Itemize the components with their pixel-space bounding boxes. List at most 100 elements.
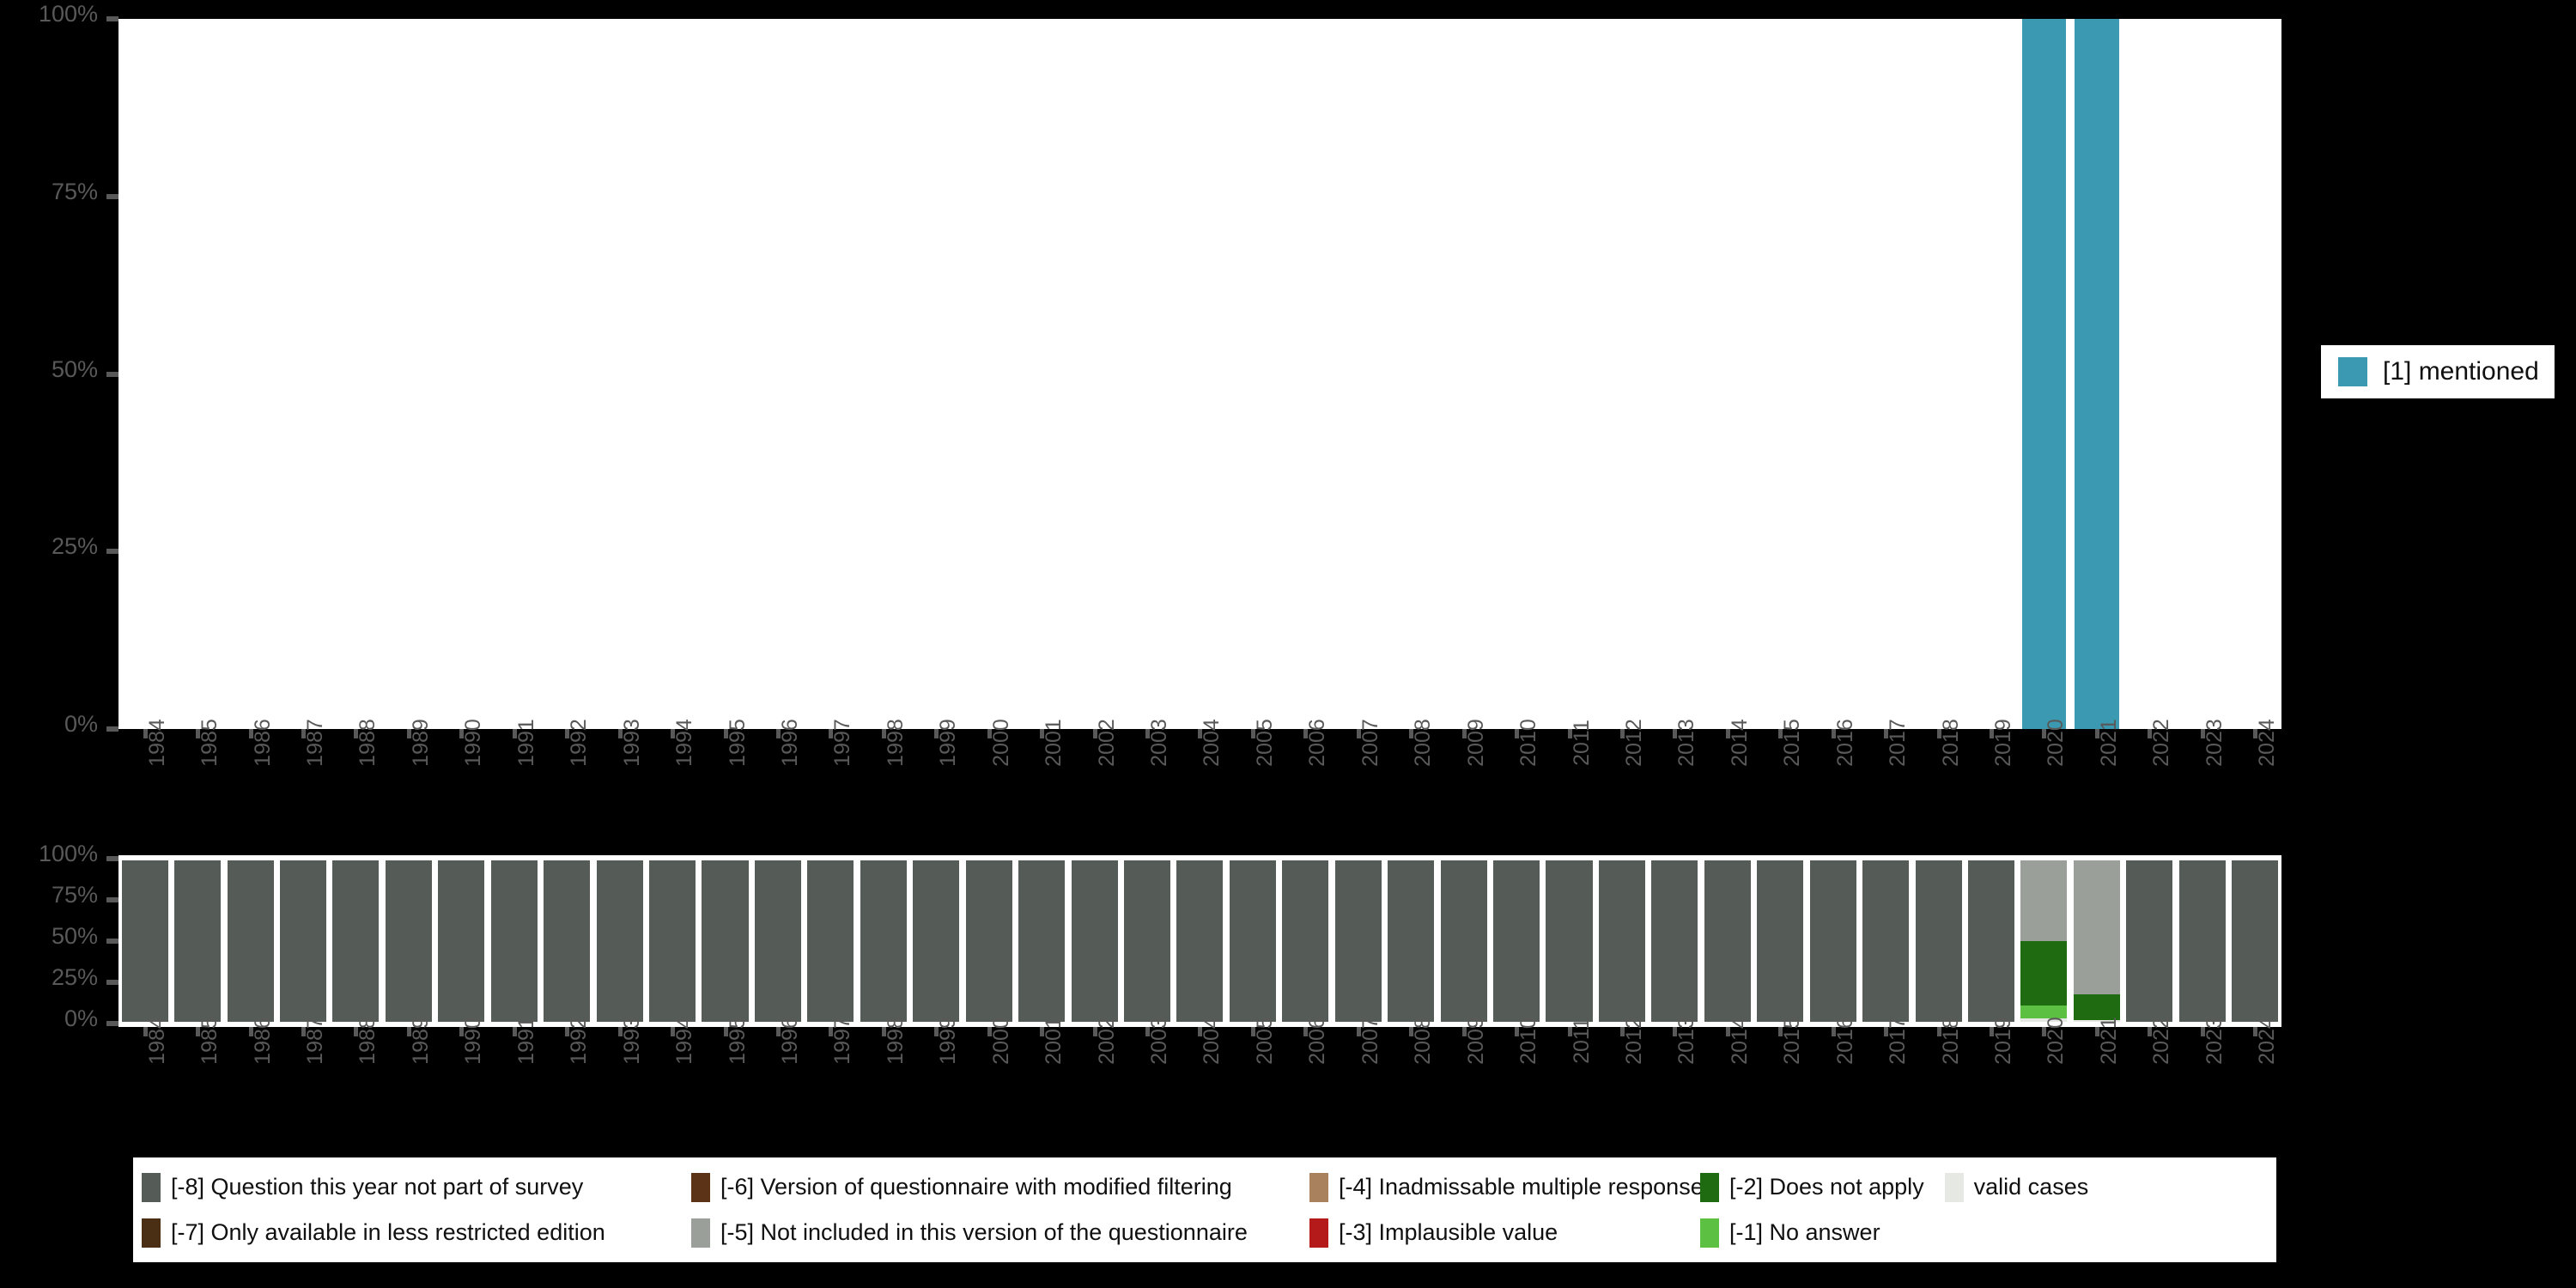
quality-x-tick-label: 1987 <box>303 1017 328 1065</box>
quality-bar-slot <box>1701 860 1753 1022</box>
main-x-tick-label: 2012 <box>1621 719 1646 767</box>
quality-y-tick-mark <box>106 1021 118 1026</box>
quality-bar-slot <box>646 860 698 1022</box>
quality-bar-stack <box>754 860 801 1022</box>
quality-x-slot: 2013 <box>1649 1017 1701 1156</box>
legend-cell: [-6] Version of questionnaire with modif… <box>691 1172 1309 1202</box>
main-x-tick-mark <box>1198 729 1203 738</box>
main-bar-slot <box>805 19 857 729</box>
main-x-tick-label: 1985 <box>197 719 222 767</box>
legend-label: [-3] Implausible value <box>1339 1219 1558 1245</box>
main-bar-slot <box>593 19 646 729</box>
main-x-tick-label: 1984 <box>144 719 169 767</box>
quality-x-tick-mark <box>248 1027 253 1036</box>
main-x-slot: 2024 <box>2229 719 2281 849</box>
main-chart-legend: [1] mentioned <box>2321 345 2555 398</box>
legend-item: [-2] Does not apply <box>1700 1172 1924 1202</box>
main-x-tick-label: 2013 <box>1674 719 1699 767</box>
quality-x-slot: 2024 <box>2229 1017 2281 1156</box>
main-bar-slot <box>382 19 434 729</box>
quality-x-tick-mark <box>1145 1027 1151 1036</box>
quality-bar-stack <box>1598 860 1645 1022</box>
main-x-slot: 2013 <box>1649 719 1701 849</box>
main-x-tick-mark <box>829 729 834 738</box>
quality-x-tick-label: 2021 <box>2096 1017 2121 1065</box>
quality-bar-slot <box>1543 860 1595 1022</box>
quality-x-slot: 2005 <box>1226 1017 1279 1156</box>
quality-bar-stack <box>1018 860 1066 1022</box>
main-y-tick-label: 100% <box>38 1 98 27</box>
main-x-tick-mark <box>248 729 253 738</box>
quality-x-slot: 1984 <box>118 1017 171 1156</box>
quality-bar-stack <box>1176 860 1224 1022</box>
main-x-tick-label: 2011 <box>1569 720 1594 766</box>
quality-bar-stack <box>279 860 327 1022</box>
main-bar-slot <box>1543 19 1595 729</box>
main-x-tick-mark <box>143 729 148 738</box>
quality-x-tick-label: 2014 <box>1727 1017 1752 1065</box>
quality-x-slot: 2001 <box>1015 1017 1067 1156</box>
main-x-tick-mark <box>1250 729 1255 738</box>
main-x-slot: 2009 <box>1437 719 1490 849</box>
quality-bar-stack <box>227 860 274 1022</box>
quality-x-slot: 2019 <box>1965 1017 2017 1156</box>
quality-bar-slot <box>2070 860 2123 1022</box>
main-x-tick-mark <box>301 729 307 738</box>
main-bar-slot <box>435 19 488 729</box>
main-x-tick-label: 1999 <box>936 719 961 767</box>
quality-x-slot: 2022 <box>2123 1017 2176 1156</box>
quality-bar-segment <box>649 860 696 1022</box>
quality-bar-segment <box>1809 860 1856 1022</box>
quality-x-tick-label: 2008 <box>1411 1017 1436 1065</box>
main-x-tick-label: 2017 <box>1886 719 1911 767</box>
quality-x-tick-mark <box>671 1027 676 1036</box>
main-bar-slot <box>118 19 171 729</box>
quality-y-tick-label: 75% <box>51 882 98 908</box>
quality-x-slot: 2021 <box>2070 1017 2123 1156</box>
quality-bar-segment <box>385 860 432 1022</box>
main-x-slot: 1988 <box>330 719 382 849</box>
main-x-tick-mark <box>987 729 992 738</box>
main-y-tick-label: 50% <box>51 355 98 382</box>
quality-x-tick-label: 2018 <box>1938 1017 1963 1065</box>
main-x-tick-label: 2007 <box>1358 719 1382 767</box>
main-x-tick-label: 1996 <box>777 719 802 767</box>
quality-bar-stack <box>1123 860 1171 1022</box>
main-x-slot: 2002 <box>1068 719 1121 849</box>
quality-bar-segment <box>332 860 380 1022</box>
main-x-slot: 1993 <box>593 719 646 849</box>
main-x-tick-label: 2006 <box>1305 719 1330 767</box>
main-y-tick-mark <box>106 371 118 377</box>
quality-bar-slot <box>224 860 276 1022</box>
quality-bar-stack <box>385 860 432 1022</box>
main-x-slot: 1991 <box>488 719 540 849</box>
main-x-slot: 1999 <box>910 719 963 849</box>
main-x-tick-mark <box>723 729 728 738</box>
quality-bar-stack <box>702 860 749 1022</box>
legend-item: [-6] Version of questionnaire with modif… <box>691 1172 1232 1202</box>
main-x-tick-label: 2015 <box>1780 719 1805 767</box>
quality-x-tick-mark <box>2094 1027 2099 1036</box>
legend-item: [-3] Implausible value <box>1309 1218 1558 1248</box>
quality-bar-segment <box>1915 860 1962 1022</box>
quality-x-slot: 1985 <box>171 1017 223 1156</box>
quality-x-tick-label: 2009 <box>1463 1017 1488 1065</box>
quality-bar-slot <box>699 860 751 1022</box>
main-bar-slot <box>1174 19 1226 729</box>
quality-bar-segment <box>1757 860 1804 1022</box>
quality-bar-stack <box>1388 860 1435 1022</box>
quality-bar-slot <box>382 860 434 1022</box>
main-bar-slot <box>171 19 223 729</box>
quality-bar-stack <box>1809 860 1856 1022</box>
main-x-tick-mark <box>1145 729 1151 738</box>
quality-bar-segment <box>1176 860 1224 1022</box>
quality-x-tick-label: 1985 <box>197 1017 222 1065</box>
quality-x-tick-mark <box>1673 1027 1678 1036</box>
quality-bar-segment <box>544 860 591 1022</box>
quality-x-tick-mark <box>1250 1027 1255 1036</box>
main-x-tick-label: 2008 <box>1411 719 1436 767</box>
quality-bar-slot <box>963 860 1015 1022</box>
main-x-tick-label: 1994 <box>672 719 697 767</box>
main-x-slot: 2023 <box>2176 719 2228 849</box>
